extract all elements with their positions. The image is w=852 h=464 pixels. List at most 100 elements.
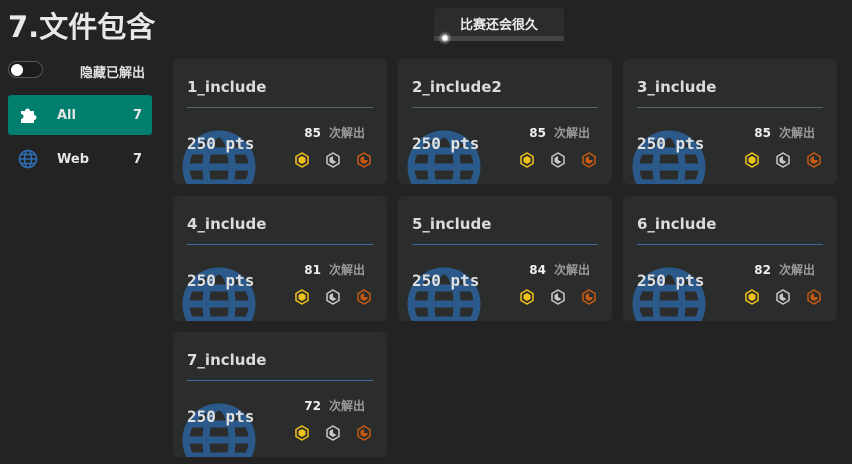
category-count: 7 bbox=[132, 151, 142, 167]
challenge-card[interactable]: 5_include 250 pts 84 次解出 bbox=[398, 196, 612, 321]
hide-solved-label: 隐藏已解出 bbox=[80, 66, 146, 81]
challenge-points: 250 pts bbox=[412, 134, 480, 153]
challenge-points: 250 pts bbox=[187, 271, 255, 290]
third-blood-icon bbox=[807, 289, 821, 309]
challenge-card[interactable]: 4_include 250 pts 81 次解出 bbox=[173, 196, 387, 321]
first-blood-icon bbox=[520, 152, 534, 172]
blood-medals bbox=[295, 152, 371, 172]
challenge-name: 7_include bbox=[187, 351, 267, 369]
challenge-card[interactable]: 3_include 250 pts 85 次解出 bbox=[623, 59, 837, 184]
third-blood-icon bbox=[582, 289, 596, 309]
globe-icon bbox=[182, 267, 256, 321]
first-blood-icon bbox=[745, 289, 759, 309]
solves-suffix: 次解出 bbox=[328, 126, 365, 140]
solves-suffix: 次解出 bbox=[553, 126, 590, 140]
third-blood-icon bbox=[357, 152, 371, 172]
second-blood-icon bbox=[326, 152, 340, 172]
second-blood-icon bbox=[551, 152, 565, 172]
solve-number: 72 bbox=[304, 399, 321, 413]
divider bbox=[187, 380, 373, 381]
first-blood-icon bbox=[295, 425, 309, 445]
solves-suffix: 次解出 bbox=[778, 263, 815, 277]
solve-count: 82 次解出 bbox=[754, 261, 815, 278]
solves-suffix: 次解出 bbox=[778, 126, 815, 140]
globe-icon bbox=[182, 130, 256, 184]
first-blood-icon bbox=[295, 152, 309, 172]
blood-medals bbox=[295, 289, 371, 309]
globe-icon bbox=[407, 267, 481, 321]
category-all[interactable]: All 7 bbox=[8, 95, 152, 135]
divider bbox=[637, 107, 823, 108]
blood-medals bbox=[295, 425, 371, 445]
category-web[interactable]: Web 7 bbox=[8, 139, 152, 179]
blood-medals bbox=[520, 289, 596, 309]
solve-number: 85 bbox=[304, 126, 321, 140]
globe-icon bbox=[632, 267, 706, 321]
divider bbox=[412, 244, 598, 245]
solve-count: 85 次解出 bbox=[529, 124, 590, 141]
globe-icon bbox=[18, 149, 38, 169]
solve-count: 72 次解出 bbox=[304, 397, 365, 414]
blood-medals bbox=[520, 152, 596, 172]
category-label: Web bbox=[57, 151, 89, 167]
globe-icon bbox=[632, 130, 706, 184]
challenge-points: 250 pts bbox=[412, 271, 480, 290]
challenge-name: 4_include bbox=[187, 215, 267, 233]
hide-solved-toggle[interactable] bbox=[8, 61, 43, 78]
third-blood-icon bbox=[582, 152, 596, 172]
challenge-name: 2_include2 bbox=[412, 78, 502, 96]
challenge-card[interactable]: 7_include 250 pts 72 次解出 bbox=[173, 332, 387, 457]
timer-progress-bar bbox=[434, 36, 564, 41]
second-blood-icon bbox=[776, 289, 790, 309]
puzzle-icon bbox=[18, 105, 38, 125]
challenge-name: 3_include bbox=[637, 78, 717, 96]
solve-count: 85 次解出 bbox=[304, 124, 365, 141]
challenge-name: 5_include bbox=[412, 215, 492, 233]
globe-icon bbox=[182, 403, 256, 457]
divider bbox=[187, 107, 373, 108]
solve-count: 85 次解出 bbox=[754, 124, 815, 141]
timer-label: 比赛还会很久 bbox=[459, 18, 538, 33]
solves-suffix: 次解出 bbox=[328, 399, 365, 413]
page-title: 7.文件包含 bbox=[8, 10, 156, 44]
challenge-card[interactable]: 6_include 250 pts 82 次解出 bbox=[623, 196, 837, 321]
solve-count: 84 次解出 bbox=[529, 261, 590, 278]
solve-number: 82 bbox=[754, 263, 771, 277]
second-blood-icon bbox=[776, 152, 790, 172]
solve-count: 81 次解出 bbox=[304, 261, 365, 278]
solves-suffix: 次解出 bbox=[328, 263, 365, 277]
third-blood-icon bbox=[357, 289, 371, 309]
challenge-points: 250 pts bbox=[187, 407, 255, 426]
solve-number: 84 bbox=[529, 263, 546, 277]
first-blood-icon bbox=[295, 289, 309, 309]
first-blood-icon bbox=[520, 289, 534, 309]
challenge-name: 1_include bbox=[187, 78, 267, 96]
second-blood-icon bbox=[326, 425, 340, 445]
second-blood-icon bbox=[551, 289, 565, 309]
challenge-card[interactable]: 1_include 250 pts 85 次解出 bbox=[173, 59, 387, 184]
contest-timer: 比赛还会很久 bbox=[434, 8, 564, 45]
third-blood-icon bbox=[807, 152, 821, 172]
category-count: 7 bbox=[132, 107, 142, 123]
challenge-points: 250 pts bbox=[637, 271, 705, 290]
toggle-knob bbox=[11, 64, 23, 76]
solves-suffix: 次解出 bbox=[553, 263, 590, 277]
challenge-points: 250 pts bbox=[187, 134, 255, 153]
category-label: All bbox=[57, 107, 76, 123]
divider bbox=[187, 244, 373, 245]
challenge-name: 6_include bbox=[637, 215, 717, 233]
divider bbox=[412, 107, 598, 108]
progress-spark bbox=[438, 31, 452, 45]
solve-number: 85 bbox=[754, 126, 771, 140]
divider bbox=[637, 244, 823, 245]
second-blood-icon bbox=[326, 289, 340, 309]
blood-medals bbox=[745, 152, 821, 172]
globe-icon bbox=[407, 130, 481, 184]
blood-medals bbox=[745, 289, 821, 309]
solve-number: 85 bbox=[529, 126, 546, 140]
challenge-points: 250 pts bbox=[637, 134, 705, 153]
first-blood-icon bbox=[745, 152, 759, 172]
challenge-card[interactable]: 2_include2 250 pts 85 次解出 bbox=[398, 59, 612, 184]
solve-number: 81 bbox=[304, 263, 321, 277]
third-blood-icon bbox=[357, 425, 371, 445]
